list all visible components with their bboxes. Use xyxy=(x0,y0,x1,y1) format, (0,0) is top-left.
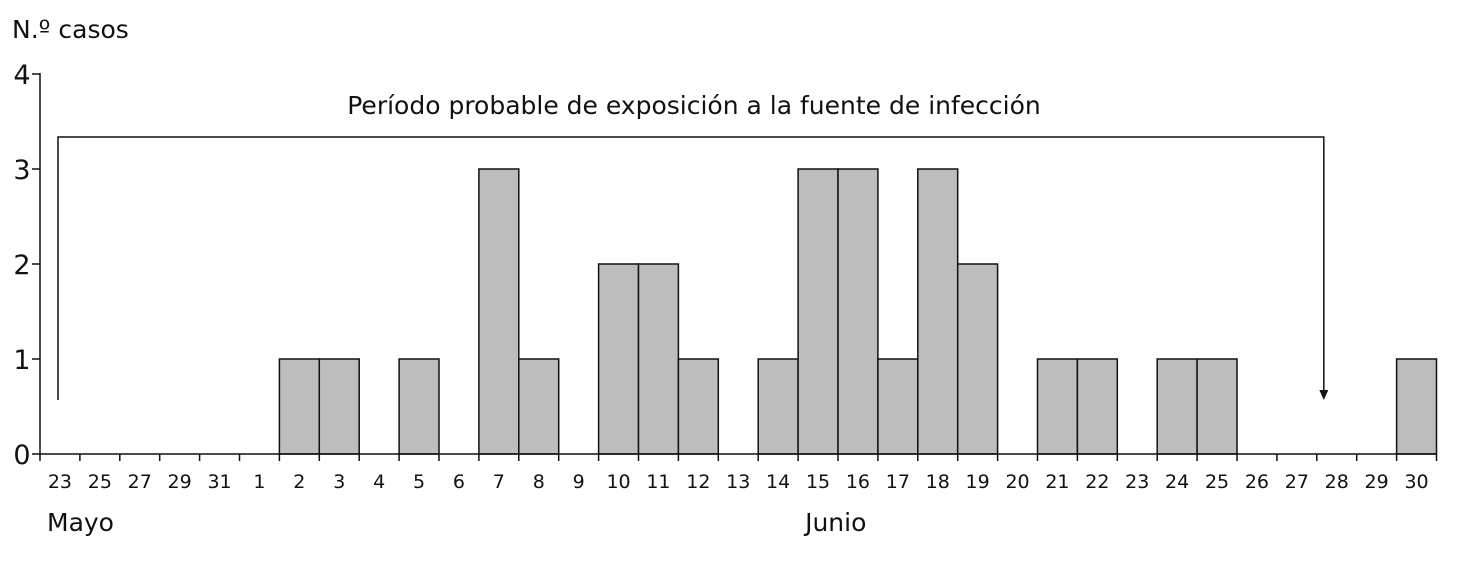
x-tick-label: 31 xyxy=(207,471,231,493)
x-tick-label: 1 xyxy=(253,471,265,493)
x-tick-label: 14 xyxy=(766,471,790,493)
bar-11 xyxy=(637,263,680,455)
x-tick-label: 8 xyxy=(533,471,545,493)
x-tick-label: 9 xyxy=(573,471,585,493)
exposure-period-label: Período probable de exposición a la fuen… xyxy=(347,91,1041,120)
x-tick-label: 7 xyxy=(493,471,505,493)
x-tick-label: 25 xyxy=(88,471,112,493)
exposure-period-annotation xyxy=(57,136,1329,400)
y-tick-label: 0 xyxy=(13,440,30,471)
bar-24 xyxy=(1156,358,1198,455)
arrow-head-icon xyxy=(1319,390,1329,400)
x-tick-label: 19 xyxy=(966,471,990,493)
bar-17 xyxy=(877,358,919,455)
month-label: Junio xyxy=(803,508,866,537)
bar-30 xyxy=(1395,358,1438,455)
y-tick-label: 4 xyxy=(13,60,30,91)
x-tick-label: 18 xyxy=(926,471,950,493)
bar-21 xyxy=(1036,358,1079,455)
y-tick-label: 3 xyxy=(13,155,30,186)
x-tick-label: 29 xyxy=(168,471,192,493)
bar-5 xyxy=(398,358,440,455)
x-tick-label: 11 xyxy=(646,471,670,493)
x-tick-label: 6 xyxy=(453,471,465,493)
x-tick-label: 12 xyxy=(686,471,710,493)
x-tick-label: 16 xyxy=(846,471,870,493)
x-tick-label: 10 xyxy=(606,471,630,493)
y-tick-label: 2 xyxy=(13,250,30,281)
bar-14 xyxy=(757,358,799,455)
bar-12 xyxy=(677,358,720,455)
bar-7 xyxy=(478,168,520,455)
x-tick-label: 4 xyxy=(373,471,385,493)
x-tick-label: 2 xyxy=(293,471,305,493)
bar-25 xyxy=(1196,358,1238,455)
x-tick-label: 24 xyxy=(1165,471,1189,493)
x-tick-label: 20 xyxy=(1005,471,1029,493)
x-tick-label: 23 xyxy=(48,471,72,493)
x-tick-label: 15 xyxy=(806,471,830,493)
bar-22 xyxy=(1076,358,1119,455)
bar-19 xyxy=(956,263,999,455)
x-tick-label: 26 xyxy=(1245,471,1269,493)
x-tick-label: 27 xyxy=(1285,471,1309,493)
x-tick-label: 13 xyxy=(726,471,750,493)
month-label: Mayo xyxy=(47,508,114,537)
bar-3 xyxy=(318,358,360,455)
x-tick-label: 22 xyxy=(1085,471,1109,493)
bar-10 xyxy=(597,263,640,455)
x-tick-label: 3 xyxy=(333,471,345,493)
x-tick-label: 29 xyxy=(1365,471,1389,493)
bar-8 xyxy=(518,358,560,455)
y-axis-label: N.º casos xyxy=(12,15,129,44)
x-tick-label: 21 xyxy=(1045,471,1069,493)
bar-16 xyxy=(837,168,879,455)
x-tick-label: 23 xyxy=(1125,471,1149,493)
x-tick-label: 28 xyxy=(1325,471,1349,493)
bar-2 xyxy=(278,358,321,455)
bar-18 xyxy=(917,168,959,455)
exposure-bracket xyxy=(57,136,1325,400)
x-tick-label: 17 xyxy=(886,471,910,493)
x-tick-label: 27 xyxy=(128,471,152,493)
x-tick-label: 5 xyxy=(413,471,425,493)
x-tick-label: 30 xyxy=(1404,471,1428,493)
x-tick-label: 25 xyxy=(1205,471,1229,493)
y-tick-label: 1 xyxy=(13,345,30,376)
bar-15 xyxy=(797,168,839,455)
bars-group xyxy=(278,168,1438,455)
